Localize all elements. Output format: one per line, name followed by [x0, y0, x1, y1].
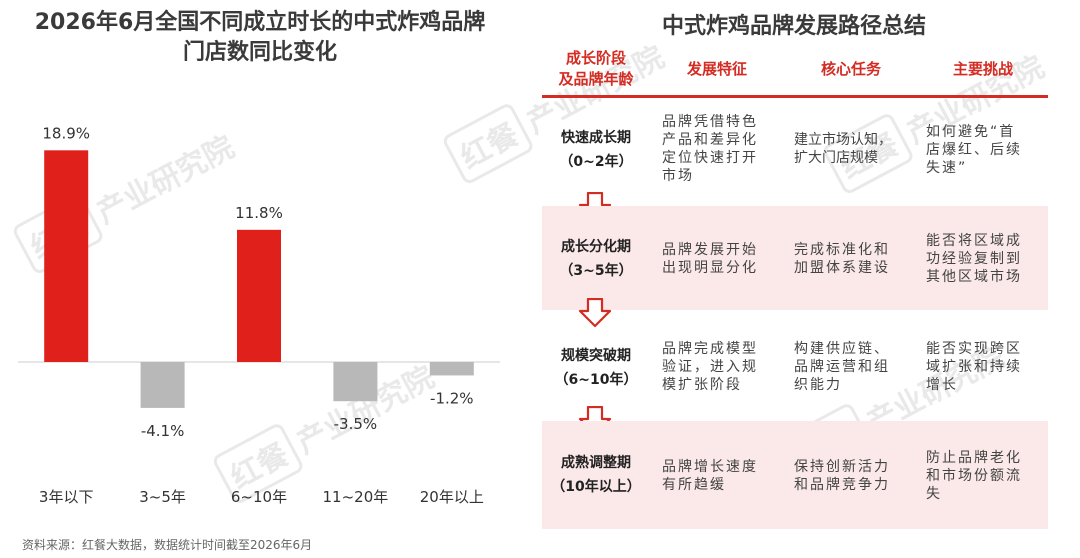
header-challenge: 主要挑战 [952, 60, 1013, 78]
table-title: 中式炸鸡品牌发展路径总结 [661, 14, 926, 39]
feature-line: 定位快速打开 [662, 150, 758, 166]
bar [44, 150, 89, 362]
feature-cell: 品牌完成模型 验证，进入规 模扩张阶段 [662, 340, 758, 394]
challenge-line: 和市场份额流 [926, 468, 1022, 484]
down-arrow-icon [578, 298, 612, 328]
bar [333, 362, 378, 402]
feature-line: 品牌增长速度 [662, 459, 758, 475]
x-tick-label: 20年以上 [420, 488, 484, 506]
stage-age: （3~5年） [559, 263, 633, 279]
stage-name: 成熟调整期 [561, 455, 631, 471]
bar-chart-panel: 2026年6月全国不同成立时长的中式炸鸡品牌 门店数同比变化 18.9% 3年以下… [0, 0, 520, 558]
summary-table-panel: 中式炸鸡品牌发展路径总结 成长阶段 及品牌年龄 发展特征 核心任务 主要挑战 快… [540, 0, 1060, 558]
task-line: 构建供应链、 [794, 341, 890, 357]
bar-chart: 18.9% 3年以下 -4.1% 3~5年 11.8% 6~10年 -3.5% 11~20年 -… [18, 124, 500, 506]
challenge-line: 店爆红、后续 [926, 142, 1022, 158]
challenge-line: 失 [926, 486, 942, 502]
x-tick-label: 3年以下 [39, 488, 94, 506]
data-label: -4.1% [141, 422, 185, 440]
challenge-line: 能否实现跨区 [926, 341, 1022, 357]
stage-cell: 成熟调整期 （10年以上） [542, 451, 650, 499]
table-row: 快速成长期 （0~2年） 品牌凭借特色 产品和差异化 定位快速打开 市场 建立市… [542, 99, 1048, 199]
challenge-cell: 防止品牌老化 和市场份额流 失 [926, 449, 1022, 503]
data-label: -1.2% [430, 389, 474, 407]
challenge-cell: 能否将区域成 功经验复制到 其他区域市场 [926, 232, 1022, 286]
table-row: 成熟调整期 （10年以上） 品牌增长速度 有所趋缓 保持创新活力 和品牌竞争力 … [542, 421, 1048, 529]
header-stage-line2: 及品牌年龄 [558, 70, 634, 88]
header-stage: 成长阶段 及品牌年龄 [542, 48, 650, 90]
challenge-line: 域扩张和持续 [926, 359, 1022, 375]
task-cell: 完成标准化和 加盟体系建设 [794, 241, 890, 277]
feature-line: 市场 [662, 168, 694, 184]
table-row: 规模突破期 （6~10年） 品牌完成模型 验证，进入规 模扩张阶段 构建供应链、… [542, 318, 1048, 418]
feature-cell: 品牌增长速度 有所趋缓 [662, 458, 758, 494]
stage-name: 快速成长期 [561, 130, 631, 146]
stage-cell: 规模突破期 （6~10年） [542, 344, 650, 392]
feature-line: 品牌发展开始 [662, 242, 758, 258]
task-line: 保持创新活力 [794, 459, 890, 475]
feature-cell: 品牌凭借特色 产品和差异化 定位快速打开 市场 [662, 113, 758, 185]
source-note: 资料来源：红餐大数据，数据统计时间截至2026年6月 [22, 538, 313, 552]
bar [429, 362, 474, 376]
challenge-line: 其他区域市场 [926, 269, 1022, 285]
stage-cell: 快速成长期 （0~2年） [542, 126, 650, 174]
feature-line: 产品和差异化 [662, 132, 758, 148]
chart-title-line2: 门店数同比变化 [182, 40, 337, 65]
feature-line: 出现明显分化 [662, 260, 758, 276]
chart-title: 2026年6月全国不同成立时长的中式炸鸡品牌 门店数同比变化 [0, 8, 520, 68]
table-row: 成长分化期 （3~5年） 品牌发展开始 出现明显分化 完成标准化和 加盟体系建设… [542, 206, 1048, 310]
bar [237, 229, 281, 362]
stage-cell: 成长分化期 （3~5年） [542, 235, 650, 283]
feature-cell: 品牌发展开始 出现明显分化 [662, 241, 758, 277]
stage-name: 规模突破期 [561, 348, 631, 364]
task-line: 建立市场认知， [794, 132, 892, 148]
task-line: 和品牌竞争力 [794, 477, 890, 493]
data-label: 11.8% [235, 204, 283, 222]
challenge-line: 能否将区域成 [926, 233, 1022, 249]
feature-line: 模扩张阶段 [662, 377, 742, 393]
challenge-cell: 如何避免“首 店爆红、后续 失速” [926, 123, 1022, 177]
task-line: 完成标准化和 [794, 242, 890, 258]
feature-line: 品牌完成模型 [662, 341, 758, 357]
stage-name: 成长分化期 [561, 239, 631, 255]
task-cell: 构建供应链、 品牌运营和组 织能力 [794, 340, 890, 394]
challenge-line: 功经验复制到 [926, 251, 1022, 267]
challenge-line: 失速” [926, 160, 968, 176]
task-cell: 建立市场认知， 扩大门店规模 [794, 131, 892, 167]
task-line: 扩大门店规模 [794, 150, 878, 166]
task-line: 织能力 [794, 377, 842, 393]
chart-title-line1: 2026年6月全国不同成立时长的中式炸鸡品牌 [34, 10, 486, 35]
challenge-line: 如何避免“首 [926, 124, 1016, 140]
challenge-line: 防止品牌老化 [926, 450, 1022, 466]
header-stage-line1: 成长阶段 [565, 49, 626, 67]
stage-age: （6~10年） [554, 372, 638, 388]
challenge-line: 增长 [926, 377, 958, 393]
header-task: 核心任务 [820, 60, 881, 78]
feature-line: 品牌凭借特色 [662, 114, 758, 130]
x-tick-label: 6~10年 [231, 488, 287, 506]
x-tick-label: 11~20年 [323, 488, 389, 506]
stage-age: （0~2年） [559, 154, 633, 170]
data-label: -3.5% [334, 415, 378, 433]
task-line: 品牌运营和组 [794, 359, 890, 375]
header-divider [542, 95, 1048, 98]
stage-age: （10年以上） [551, 479, 641, 495]
bar [140, 362, 185, 408]
x-tick-label: 3~5年 [139, 488, 186, 506]
header-feature: 发展特征 [686, 60, 747, 78]
task-cell: 保持创新活力 和品牌竞争力 [794, 458, 890, 494]
feature-line: 有所趋缓 [662, 477, 726, 493]
task-line: 加盟体系建设 [794, 260, 890, 276]
challenge-cell: 能否实现跨区 域扩张和持续 增长 [926, 340, 1022, 394]
feature-line: 验证，进入规 [662, 359, 758, 375]
data-label: 18.9% [42, 124, 90, 142]
